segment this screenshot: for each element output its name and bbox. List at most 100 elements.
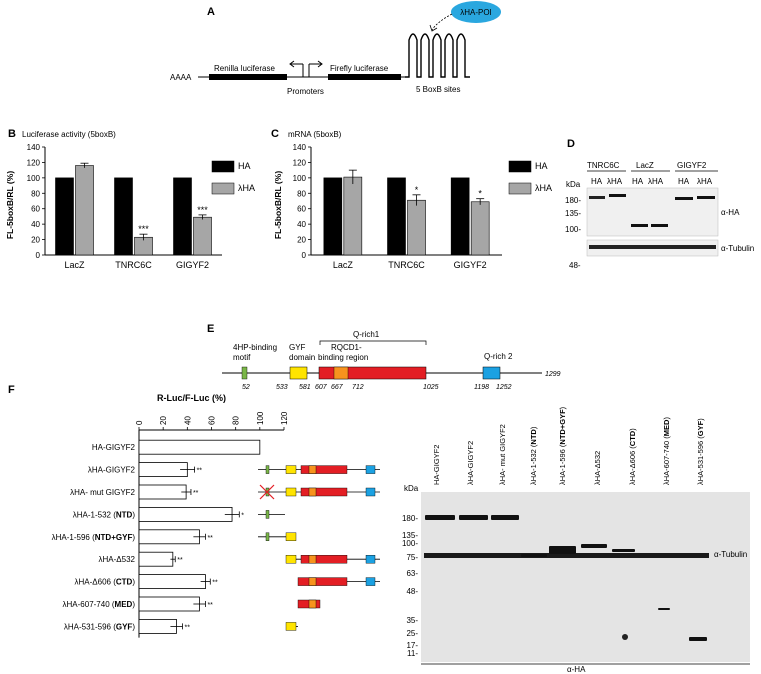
chart-f-category-label: λHA-607-740 (MED) [63,600,136,609]
label-qrich1: Q-rich1 [353,330,380,339]
construct-domain [300,465,348,474]
blot-d-lane-1: HA [591,177,603,186]
blot-f-ha-band [689,637,707,641]
promoter-arrows-icon [289,60,323,77]
blot-f-ha-band [459,515,488,520]
chart-f-category-label: λHA-1-532 (NTD) [73,510,136,519]
chart-b-y-tick-label: 120 [27,158,41,167]
construct-diagrams [258,465,380,631]
construct-domain [365,577,376,586]
chart-b-category-label: LacZ [64,260,85,270]
chart-c-legend-swatch [508,182,532,195]
label-4hp-motif-line1: 4HP-binding [233,343,277,352]
chart-f-significance: ** [177,557,183,564]
blot-f-ha-band [658,608,670,610]
label-4hp-motif-line2: motif [233,353,251,362]
polya-label: AAAA [170,73,192,82]
chart-b-y-tick-label: 60 [31,205,40,214]
label-rqcd1-line1: RQCD1- [331,343,362,352]
pos-1025: 1025 [423,384,439,391]
construct-domain [365,487,376,497]
chart-f-significance: ** [193,490,199,497]
construct-domain [285,487,297,497]
blot-d-lane-2: λHA [607,177,623,186]
chart-c-bar [407,199,426,256]
chart-f-significance: ** [185,624,191,631]
chart-b-y-tick-label: 20 [31,236,40,245]
domain-4hp-motif [241,366,248,380]
blot-d-band [675,197,693,200]
blot-f-tubulin-band [424,553,709,558]
pos-712: 712 [352,384,364,391]
blot-d-kda: kDa [566,180,581,189]
chart-f-category-label: λHA-Δ532 [99,555,136,564]
pos-1198: 1198 [474,384,489,391]
blot-f-lane-label: λHA-GIGYF2 [466,441,475,485]
chart-f-bar [138,596,200,612]
blot-f-artifact-spot [622,634,628,640]
construct-domain [265,510,270,519]
chart-f-category-label: λHA-531-596 (GYF) [64,622,135,631]
gigyf2-domain-map: 4HP-binding motif GYF domain Q-rich1 RQC… [222,330,561,391]
blot-f-marker: 75- [406,553,418,562]
chart-c-y-tick-label: 60 [297,205,306,214]
chart-c-category-label: TNRC6C [388,260,425,270]
blot-f-ha-band [581,544,607,548]
chart-c-ylabel: FL-5boxB/RL (%) [273,171,283,239]
chart-b-significance: *** [138,224,149,234]
blot-f-ha-label: α-HA [567,665,586,674]
blot-d-ha-label: α-HA [721,208,740,217]
firefly-box [328,74,401,80]
blot-d-tubulin-band [589,245,716,249]
luciferase-chart: Luciferase activity (5boxB) FL-5boxB/RL … [5,130,255,270]
construct-domain [365,465,376,474]
chart-c-bar [470,201,490,256]
chart-c-bar [343,176,363,256]
chart-b-category-label: TNRC6C [115,260,152,270]
chart-f-x-tick-label: 40 [183,416,192,425]
chart-c-y-tick-label: 80 [297,189,306,198]
domain-gyf [289,366,308,380]
pos-667: 667 [331,384,344,391]
chart-b-y-tick-label: 140 [27,143,41,152]
chart-f-significance: ** [207,602,213,609]
panel-label-f: F [8,384,15,396]
chart-c-y-tick-label: 0 [302,251,307,260]
panel-label-c: C [271,128,279,140]
chart-c-category-label: LacZ [333,260,354,270]
panel-label-d: D [567,138,575,150]
pos-581: 581 [299,384,311,391]
chart-c-bar [450,177,470,256]
blot-f-kda: kDa [404,484,419,493]
blot-d-ha-membrane [586,187,719,237]
construct-domain [308,555,317,564]
blot-f-membrane [421,492,750,662]
blot-f-marker: 180- [402,514,418,523]
mrna-chart: mRNA (5boxB) FL-5boxB/RL (%) HA λHA 0 20 4… [273,130,552,270]
pos-52: 52 [242,384,250,391]
panel-label-a: A [207,6,215,18]
ha-poi-ellipse [451,1,501,23]
blot-f-lane-label: λHA-1-596 (NTD+GYF) [558,406,567,485]
chart-f-significance: ** [197,468,203,475]
construct-domain [300,555,348,564]
construct-domain [300,487,348,497]
blot-f-marker: 17- [406,641,418,650]
blot-d-group-lacz: LacZ [636,161,654,170]
chart-f-category-label: HA-GIGYF2 [92,443,136,452]
blot-f-ha-band [521,554,547,557]
blot-d-marker-100: 100- [565,225,581,234]
chart-b-bar [173,177,192,256]
chart-f-significance: * [241,512,244,519]
domain-rqcd1-binding [333,366,349,380]
blot-d-lane-3: HA [632,177,644,186]
renilla-label: Renilla luciferase [214,64,275,73]
chart-b-bar [75,165,94,256]
panel-label-b: B [8,128,16,140]
chart-b-category-label: GIGYF2 [176,260,209,270]
construct-domain [285,465,297,474]
blot-f-lane-label: λHA- mut GIGYF2 [498,424,507,485]
blot-f-ha-band [491,515,519,520]
label-rqcd1-line2: binding region [318,353,368,362]
